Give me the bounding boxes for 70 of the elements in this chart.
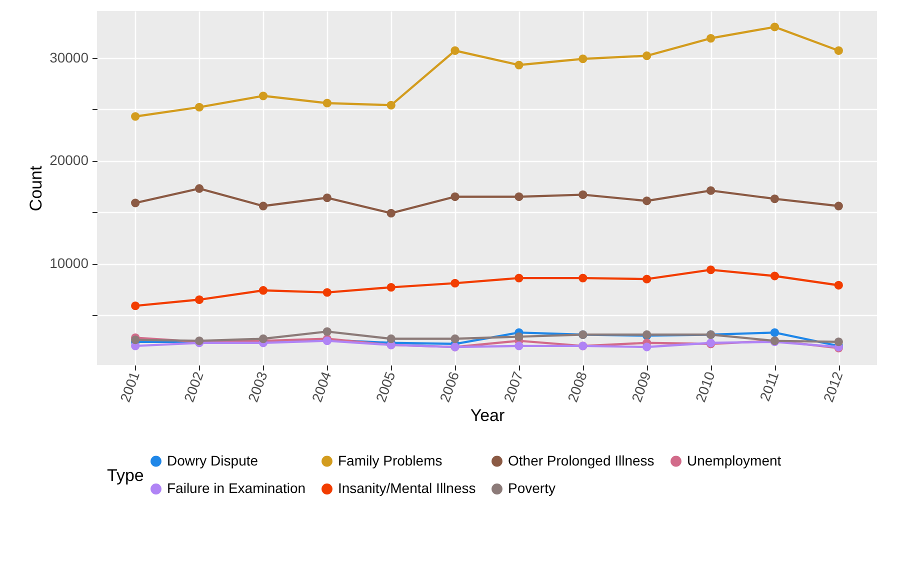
point: [194, 295, 204, 304]
x-tick-label: 2001: [116, 369, 143, 404]
point: [386, 100, 396, 110]
point: [642, 274, 652, 284]
point: [514, 192, 524, 202]
point: [514, 60, 524, 70]
point: [450, 46, 460, 55]
x-tick-label: 2011: [756, 369, 782, 404]
point: [706, 265, 716, 274]
y-tick-label: 10000: [50, 255, 89, 272]
y-tick-label: 20000: [50, 152, 89, 168]
point: [194, 184, 204, 193]
x-tick-label: 2006: [436, 369, 462, 404]
point: [642, 51, 652, 60]
point: [834, 338, 843, 346]
point: [322, 98, 332, 108]
point: [322, 193, 332, 202]
point: [642, 196, 652, 206]
point: [258, 286, 268, 295]
x-axis-title: Year: [470, 406, 506, 426]
point: [131, 302, 140, 310]
x-tick-label: 2010: [692, 369, 718, 404]
point: [258, 92, 268, 100]
x-tick-label: 2004: [308, 369, 334, 404]
point: [131, 112, 140, 121]
legend-label: Other Prolonged Illness: [508, 452, 654, 468]
point: [706, 186, 716, 195]
point: [194, 102, 204, 112]
point: [322, 288, 332, 297]
point: [514, 332, 524, 342]
point: [770, 194, 780, 204]
point: [834, 46, 843, 55]
legend-label: Insanity/Mental Illness: [338, 480, 476, 496]
legend-label: Dowry Dispute: [167, 452, 258, 468]
point: [450, 192, 460, 202]
y-axis-title: Count: [26, 166, 46, 212]
point: [514, 342, 524, 350]
y-tick-label: 30000: [50, 49, 89, 66]
point: [131, 198, 140, 208]
point: [578, 190, 588, 200]
x-tick-label: 2005: [372, 369, 398, 404]
x-tick-label: 2003: [244, 369, 270, 404]
point: [578, 274, 588, 282]
x-tick-label: 2002: [180, 369, 206, 404]
legend-label: Family Problems: [338, 452, 442, 468]
x-tick-label: 2012: [820, 369, 846, 404]
point: [450, 278, 460, 288]
point: [642, 342, 652, 352]
x-tick-label: 2007: [500, 369, 526, 404]
point: [386, 282, 396, 292]
point: [834, 202, 843, 210]
point: [450, 334, 460, 344]
point: [770, 272, 780, 280]
legend-label: Failure in Examination: [167, 480, 306, 496]
point: [258, 334, 268, 344]
point: [322, 327, 332, 336]
x-tick-label: 2008: [564, 369, 590, 404]
legend-title: Type: [107, 466, 144, 485]
point: [770, 328, 780, 337]
point: [258, 202, 268, 210]
point: [834, 280, 843, 290]
point: [386, 208, 396, 218]
point: [386, 334, 396, 344]
point: [578, 54, 588, 64]
legend-label: Poverty: [508, 480, 556, 496]
point: [706, 34, 716, 43]
x-tick-label: 2009: [628, 369, 654, 404]
point: [770, 22, 780, 32]
legend-label: Unemployment: [687, 452, 782, 468]
point: [514, 274, 524, 282]
